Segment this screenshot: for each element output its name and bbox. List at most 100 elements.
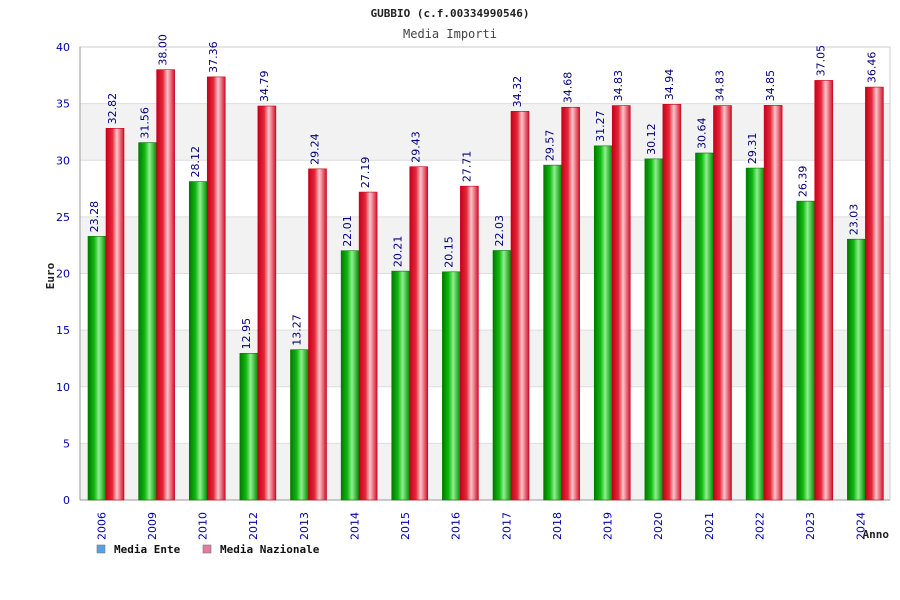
bar-media-nazionale xyxy=(865,86,884,501)
bars xyxy=(87,69,884,501)
bar-label-media-nazionale: 37.36 xyxy=(207,41,220,73)
x-tick-label: 2022 xyxy=(753,512,766,540)
bar-media-ente xyxy=(87,236,107,501)
x-tick-label: 2017 xyxy=(500,512,513,540)
bar-media-nazionale xyxy=(662,104,682,501)
bar-media-ente xyxy=(644,158,664,501)
x-tick-label: 2009 xyxy=(146,512,159,540)
bar-media-nazionale xyxy=(105,128,125,501)
bar-label-media-ente: 31.56 xyxy=(139,107,152,139)
x-tick-label: 2016 xyxy=(450,512,463,540)
x-tick-label: 2024 xyxy=(855,512,868,540)
x-axis-label: Anno xyxy=(863,528,890,541)
bar-media-nazionale xyxy=(763,105,783,501)
bar-label-media-ente: 30.12 xyxy=(645,123,658,155)
bar-media-ente xyxy=(138,142,157,501)
bar-label-media-ente: 13.27 xyxy=(291,314,304,346)
bar-value-labels: 23.28 32.82 31.56 38.00 28.12 37.36 12.95 34.79… xyxy=(88,34,878,349)
chart-title: GUBBIO (c.f.00334990546) xyxy=(371,7,530,20)
bar-media-nazionale xyxy=(814,80,834,501)
y-axis-label: Euro xyxy=(44,262,57,289)
legend-swatch-ente xyxy=(96,544,106,554)
bar-label-media-nazionale: 32.82 xyxy=(106,93,119,125)
x-tick-label: 2023 xyxy=(804,512,817,540)
bar-media-ente xyxy=(796,200,816,501)
bar-label-media-nazionale: 27.19 xyxy=(359,157,372,189)
bar-media-nazionale xyxy=(206,76,226,501)
bar-media-ente xyxy=(745,167,765,501)
bar-media-nazionale xyxy=(611,105,631,501)
bar-media-nazionale xyxy=(409,166,429,501)
bar-media-nazionale xyxy=(713,105,732,501)
legend-label-nazionale: Media Nazionale xyxy=(220,543,320,556)
x-tick-label: 2018 xyxy=(551,512,564,540)
legend-label-ente: Media Ente xyxy=(114,543,181,556)
bar-media-nazionale xyxy=(358,191,378,501)
bar-media-ente xyxy=(543,164,562,501)
x-tick-label: 2012 xyxy=(247,512,260,540)
bar-label-media-nazionale: 34.85 xyxy=(764,70,777,102)
y-tick-label: 0 xyxy=(63,494,70,507)
bar-label-media-ente: 20.15 xyxy=(442,236,455,268)
bar-label-media-ente: 20.21 xyxy=(392,236,405,268)
x-tick-label: 2021 xyxy=(703,512,716,540)
y-tick-label: 10 xyxy=(56,381,70,394)
bar-media-nazionale xyxy=(460,185,479,501)
bar-media-ente xyxy=(391,270,411,501)
y-tick-label: 5 xyxy=(63,437,70,450)
bar-media-ente xyxy=(492,250,512,501)
bar-label-media-nazionale: 27.71 xyxy=(460,151,473,183)
bar-label-media-nazionale: 29.43 xyxy=(410,131,423,163)
x-tick-label: 2015 xyxy=(399,512,412,540)
y-tick-label: 15 xyxy=(56,324,70,337)
bar-label-media-ente: 26.39 xyxy=(797,166,810,198)
chart-subtitle: Media Importi xyxy=(403,27,497,41)
bar-media-ente xyxy=(290,349,309,501)
bar-media-nazionale xyxy=(510,111,530,501)
y-tick-label: 30 xyxy=(56,154,70,167)
bar-media-nazionale xyxy=(561,106,580,501)
bar-label-media-nazionale: 29.24 xyxy=(309,133,322,165)
bar-label-media-nazionale: 34.94 xyxy=(663,69,676,101)
bar-label-media-ente: 29.57 xyxy=(544,130,557,162)
bar-media-ente xyxy=(188,181,208,501)
bar-label-media-nazionale: 34.79 xyxy=(258,71,271,103)
bar-media-nazionale xyxy=(156,69,175,501)
x-tick-label: 2013 xyxy=(298,512,311,540)
bar-label-media-ente: 22.01 xyxy=(341,215,354,247)
bar-label-media-nazionale: 34.68 xyxy=(562,72,575,104)
bar-media-nazionale xyxy=(257,105,277,501)
x-tick-labels: 2006 2009 2010 2012 2013 2014 2015 2016 2017 2018… xyxy=(95,512,867,540)
x-tick-label: 2014 xyxy=(348,512,361,540)
bar-label-media-nazionale: 36.46 xyxy=(865,52,878,84)
bar-label-media-nazionale: 34.83 xyxy=(714,70,727,102)
y-tick-label: 40 xyxy=(56,41,70,54)
bar-label-media-nazionale: 34.32 xyxy=(511,76,524,108)
bar-label-media-ente: 12.95 xyxy=(240,318,253,350)
bar-media-nazionale xyxy=(308,168,327,501)
y-tick-label: 25 xyxy=(56,211,70,224)
bar-label-media-ente: 22.03 xyxy=(493,215,506,247)
bar-label-media-nazionale: 37.05 xyxy=(815,45,828,77)
bar-media-ente xyxy=(442,271,461,501)
x-tick-label: 2006 xyxy=(95,512,108,540)
y-tick-label: 20 xyxy=(56,268,70,281)
legend: Media Ente Media Nazionale xyxy=(96,543,320,556)
bar-media-ente xyxy=(593,145,613,501)
bar-media-ente xyxy=(239,353,259,501)
bar-label-media-ente: 23.03 xyxy=(847,204,860,236)
bar-label-media-nazionale: 38.00 xyxy=(157,34,170,66)
bar-label-media-ente: 28.12 xyxy=(189,146,202,178)
bar-label-media-ente: 29.31 xyxy=(746,133,759,165)
x-tick-label: 2020 xyxy=(652,512,665,540)
bar-label-media-ente: 23.28 xyxy=(88,201,101,233)
y-tick-labels: 0 5 10 15 20 25 30 35 40 xyxy=(56,41,70,507)
bar-media-ente xyxy=(847,238,866,501)
legend-swatch-nazionale xyxy=(202,544,212,554)
bar-label-media-ente: 31.27 xyxy=(594,110,607,142)
bar-label-media-nazionale: 34.83 xyxy=(612,70,625,102)
y-tick-label: 35 xyxy=(56,98,70,111)
x-tick-label: 2019 xyxy=(602,512,615,540)
bar-label-media-ente: 30.64 xyxy=(696,118,709,150)
